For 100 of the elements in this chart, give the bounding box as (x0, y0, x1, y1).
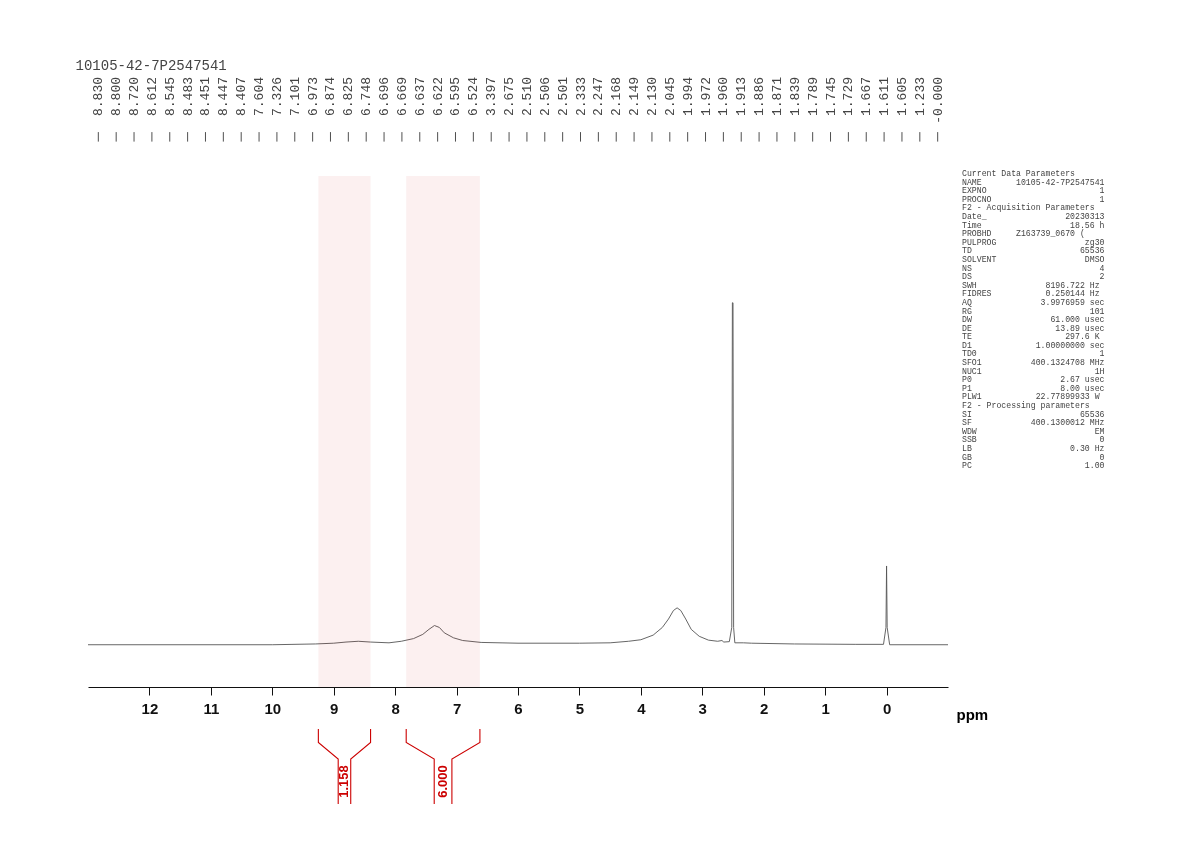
text: EXPNO 1 (962, 186, 1105, 196)
text: P1 8.00 usec (962, 383, 1105, 393)
text: 7.101 (287, 76, 303, 117)
text: LB 0.30 Hz (962, 444, 1105, 454)
text: 1.789 (805, 77, 821, 117)
text: 1.605 (894, 77, 910, 117)
text: 6.622 (430, 77, 446, 117)
text: 1.233 (912, 77, 928, 117)
text: 2.333 (573, 77, 589, 117)
text: 1.994 (680, 76, 696, 117)
text: -0.000 (930, 77, 946, 124)
text: 1.871 (769, 76, 785, 117)
text: TD 65536 (962, 246, 1105, 256)
text: 7.326 (269, 77, 285, 117)
text: 6.637 (412, 77, 428, 117)
text: GB 0 (962, 452, 1105, 462)
text: 8.612 (144, 77, 160, 117)
text: 6.748 (359, 77, 375, 117)
text: 2.045 (662, 77, 678, 117)
text: 6.874 (323, 76, 339, 117)
text: 1.667 (859, 77, 875, 117)
text: SOLVENT DMSO (962, 254, 1105, 265)
x-axis-title: ppm (956, 705, 989, 723)
text: Date_ 20230313 (962, 211, 1105, 221)
text: SFO1 400.1324708 MHz (962, 358, 1105, 368)
text: 1.611 (877, 76, 893, 117)
x-tick-label: 7 (452, 699, 462, 717)
text: 6.669 (394, 77, 410, 117)
text: 8.545 (162, 77, 178, 117)
text: TD0 1 (962, 349, 1105, 359)
text: 2.675 (502, 77, 518, 117)
text: 2.501 (555, 76, 571, 117)
text: 6.595 (448, 77, 464, 117)
text: 1.729 (841, 77, 857, 117)
x-tick-label: 12 (141, 699, 159, 717)
text: 6.973 (305, 77, 321, 117)
text: 1.886 (752, 77, 768, 117)
chart-title: 10105-42-7P2547541 (75, 58, 227, 74)
text: 8.407 (234, 77, 250, 117)
band-label: 6.000 (435, 765, 451, 798)
x-tick-label: 8 (391, 699, 400, 717)
text: 2.247 (591, 77, 607, 117)
text: Time 18.56 h (962, 220, 1105, 230)
text: 6.524 (466, 76, 482, 117)
x-tick-label: 9 (330, 699, 339, 717)
text: 2.149 (627, 77, 643, 117)
x-tick-label: 2 (760, 699, 769, 717)
text: NS 4 (962, 263, 1105, 273)
text: 3.397 (484, 77, 500, 117)
x-tick-label: 3 (698, 699, 707, 717)
text: PC 1.00 (962, 461, 1105, 471)
text: SF 400.1300012 MHz (962, 418, 1105, 428)
text: TE 297.6 K (962, 332, 1101, 342)
text: NAME 10105-42-7P2547541 (962, 177, 1105, 187)
x-tick-label: 4 (637, 699, 647, 717)
text: 7.604 (252, 76, 268, 117)
text: NUC1 1H (962, 366, 1105, 376)
text: F2 - Processing parameters (962, 401, 1091, 411)
text: DE 13.89 usec (962, 323, 1105, 333)
x-tick-label: 5 (575, 699, 585, 717)
text: SWH 8196.722 Hz (962, 280, 1101, 290)
text: 6.825 (341, 77, 357, 117)
text: 8.720 (127, 77, 143, 117)
text: 8.447 (216, 77, 232, 117)
text: DW 61.000 usec (962, 315, 1105, 325)
x-tick-label: 10 (264, 699, 282, 717)
text: 1.913 (734, 77, 750, 117)
text: DS 2 (962, 272, 1105, 282)
text: 2.506 (537, 77, 553, 117)
text: P0 2.67 usec (962, 375, 1105, 385)
text: 1.745 (823, 77, 839, 117)
text: PULPROG zg30 (962, 237, 1105, 248)
text: 2.168 (609, 77, 625, 117)
text: SSB 0 (962, 435, 1105, 445)
text: FIDRES 0.250144 Hz (962, 289, 1101, 299)
text: F2 - Acquisition Parameters (962, 203, 1096, 213)
text: 8.451 (198, 76, 214, 117)
text: PLW1 22.77899933 W (962, 392, 1101, 402)
text: SI 65536 (962, 409, 1105, 419)
text: WDW EM (962, 426, 1105, 436)
x-tick-label: 6 (514, 699, 523, 717)
x-tick-label: 11 (203, 699, 220, 717)
text: 8.483 (180, 77, 196, 117)
text: 2.130 (644, 77, 660, 117)
text: AQ 3.9976959 sec (962, 297, 1105, 308)
text: 1.839 (787, 77, 803, 117)
text: D1 1.00000000 sec (962, 340, 1105, 350)
x-tick-label: 1 (821, 699, 830, 717)
text: RG 101 (962, 306, 1105, 316)
text: 1.960 (716, 77, 732, 117)
text: Current Data Parameters (962, 169, 1076, 179)
text: 2.510 (519, 77, 535, 117)
text: PROBHD Z163739_0670 ( (962, 229, 1086, 239)
text: 1.972 (698, 77, 714, 117)
x-tick-label: 0 (882, 699, 892, 717)
band-label: 1.158 (336, 765, 352, 798)
text: 8.800 (109, 77, 125, 117)
text: 6.696 (377, 77, 393, 117)
text: 8.830 (91, 77, 107, 117)
text: PROCNO 1 (962, 194, 1105, 204)
